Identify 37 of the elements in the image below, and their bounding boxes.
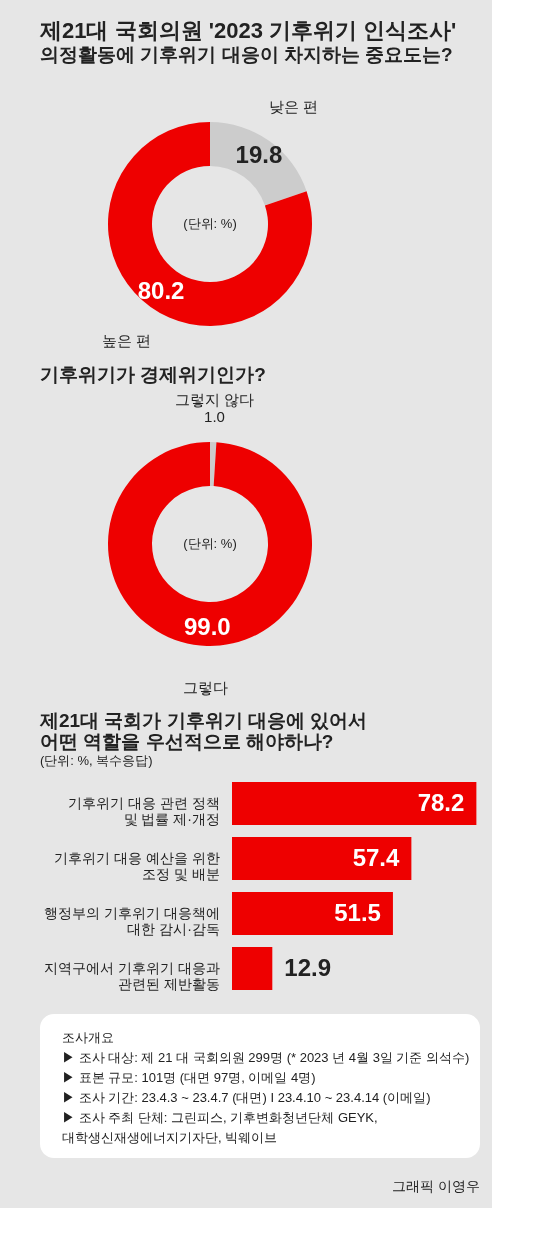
data-label: 51.5	[334, 898, 381, 926]
text: (단위: %)	[183, 216, 237, 231]
data-label: 1.0	[204, 408, 225, 426]
data-label: 57.4	[352, 843, 401, 871]
data-label: 19.8	[235, 140, 283, 168]
text: ▶ 조사 주최 단체: 그린피스, 기후변화청년단체 GEYK, 대학생신재생에너지기자단, 빅웨이브	[62, 1110, 378, 1145]
bar	[232, 782, 477, 825]
data-label: 99.0	[184, 612, 231, 640]
text: ▶ 조사 대상: 제 21 대 국회의원 299명 (* 2023 년 4월 3일 기준 의석수)	[62, 1050, 470, 1065]
donut-slice	[210, 122, 307, 206]
y-tick-label: 기후위기 대응 예산을 위한 조정 및 배분	[54, 849, 220, 882]
chart-title: 기후위기가 경제위기인가?	[40, 364, 266, 386]
slice-label: 그렇다	[182, 678, 228, 696]
text: 그래픽 이영우	[392, 1178, 480, 1194]
data-label: 12.9	[284, 953, 332, 981]
text: ▶ 조사 기간: 23.4.3 ~ 23.4.7 (대면) I 23.4.10 ~ 23.4.14 (이메일)	[62, 1090, 431, 1105]
data-label: 80.2	[137, 277, 185, 305]
bar	[232, 892, 393, 935]
bar	[232, 837, 412, 880]
y-tick-label: 기후위기 대응 관련 정책 및 법률 제·개정	[68, 794, 220, 827]
donut-slice	[108, 442, 312, 646]
text: 조사개요	[62, 1030, 114, 1045]
chart-title: 제21대 국회가 기후위기 대응에 있어서 어떤 역할을 우선적으로 해야하나?	[39, 710, 368, 752]
donut-slice	[210, 442, 217, 487]
bar	[232, 947, 273, 990]
slice-label: 낮은 편	[269, 97, 319, 115]
y-tick-label: 지역구에서 기후위기 대응과 관련된 제반활동	[44, 959, 220, 992]
donut-slice	[108, 122, 312, 326]
slice-label: 높은 편	[101, 332, 151, 350]
text: (단위: %)	[183, 536, 237, 551]
chart-title: 제21대 국회의원 '2023 기후위기 인식조사'	[39, 18, 457, 43]
data-label: 78.2	[417, 788, 465, 816]
text: ▶ 표본 규모: 101명 (대면 97명, 이메일 4명)	[62, 1070, 316, 1085]
y-tick-label: 행정부의 기후위기 대응책에 대한 감시·감독	[44, 904, 220, 937]
text: (단위: %, 복수응답)	[40, 753, 153, 768]
slice-label: 그렇지 않다	[174, 391, 255, 409]
chart-subtitle: 의정활동에 기후위기 대응이 차지하는 중요도는?	[40, 44, 453, 65]
